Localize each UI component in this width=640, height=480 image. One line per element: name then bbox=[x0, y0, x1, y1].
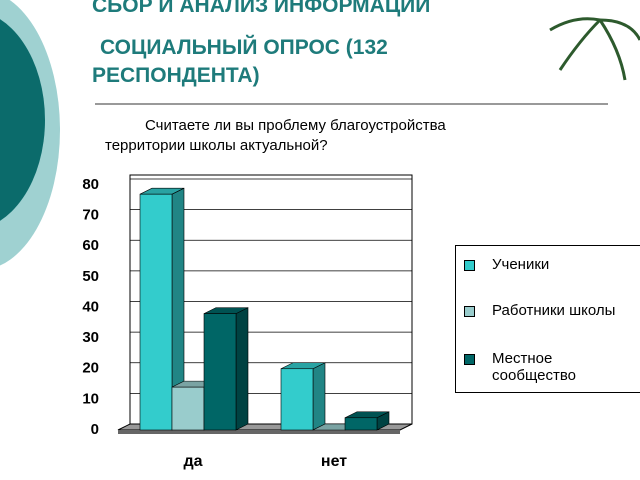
bar-side bbox=[312, 362, 326, 431]
y-tick-label: 40 bbox=[82, 298, 99, 315]
legend-label: Ученики bbox=[492, 256, 550, 273]
legend-item: Местное сообщество bbox=[464, 350, 634, 384]
y-tick-label: 80 bbox=[82, 176, 99, 193]
bar bbox=[171, 386, 205, 431]
y-tick-label: 10 bbox=[82, 390, 99, 407]
bar bbox=[344, 417, 378, 431]
x-tick-label: да bbox=[183, 453, 202, 470]
x-tick-label: нет bbox=[321, 453, 347, 470]
chart-title: Считаете ли вы проблему благоустройства … bbox=[105, 117, 446, 154]
y-tick-label: 70 bbox=[82, 207, 99, 224]
legend-item: Работники школы bbox=[464, 302, 634, 319]
legend-swatch bbox=[464, 306, 475, 317]
y-tick-label: 0 bbox=[91, 421, 99, 438]
legend-swatch bbox=[464, 354, 475, 365]
legend-item: Ученики bbox=[464, 256, 634, 273]
decor-circle bbox=[0, 19, 45, 221]
legend: Ученики Работники школы Местное сообщество bbox=[455, 245, 640, 393]
palm bbox=[549, 17, 640, 81]
floor-edge bbox=[118, 430, 400, 434]
bar bbox=[280, 368, 314, 431]
y-tick-label: 60 bbox=[82, 237, 99, 254]
bar bbox=[203, 313, 237, 431]
legend-label: Работники школы bbox=[492, 302, 616, 319]
y-tick-label: 50 bbox=[82, 268, 99, 285]
legend-label: Местное сообщество bbox=[492, 350, 576, 384]
slide-subtitle: СОЦИАЛЬНЫЙ ОПРОС (132 РЕСПОНДЕНТА) bbox=[92, 36, 388, 87]
bar bbox=[139, 193, 173, 431]
y-tick-label: 20 bbox=[82, 360, 99, 377]
slide-title: СБОР И АНАЛИЗ ИНФОРМАЦИИ bbox=[92, 0, 431, 17]
y-tick-label: 30 bbox=[82, 329, 99, 346]
bar-side bbox=[235, 307, 249, 431]
legend-swatch bbox=[464, 260, 475, 271]
